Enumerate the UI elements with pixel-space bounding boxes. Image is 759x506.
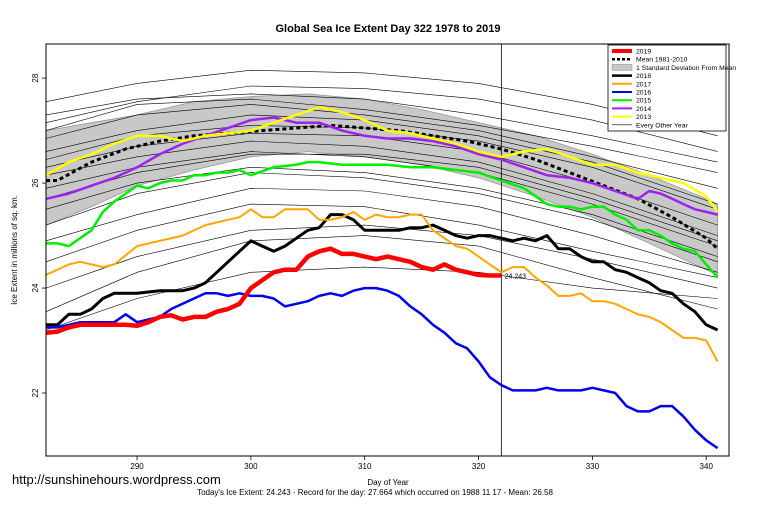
- legend-swatch: [611, 64, 633, 71]
- y-tick-label: 24: [31, 283, 40, 292]
- chart-title: Global Sea Ice Extent Day 322 1978 to 20…: [275, 23, 500, 35]
- other-year-line-15: [45, 203, 718, 278]
- x-tick-label: 330: [586, 462, 600, 471]
- other-year-line-13: [45, 172, 718, 263]
- x-axis-label: Day of Year: [367, 478, 409, 487]
- x-tick-label: 320: [472, 462, 486, 471]
- other-year-line-1: [45, 69, 718, 137]
- series-line-2015: [46, 160, 719, 279]
- other-year-line-16: [45, 224, 718, 289]
- legend-label: 2019: [636, 49, 651, 56]
- other-year-line-14: [45, 187, 718, 273]
- legend-label: 2014: [636, 106, 651, 113]
- legend-label: 2018: [636, 73, 651, 80]
- other-year-line-18: [45, 266, 718, 331]
- x-tick-label: 340: [700, 462, 714, 471]
- y-tick-label: 26: [31, 178, 40, 187]
- watermark-url: http://sunshinehours.wordpress.com: [12, 472, 221, 487]
- other-year-line-11: [45, 153, 718, 242]
- legend-label: 2017: [636, 81, 651, 88]
- plot-area: 24.243: [45, 44, 719, 456]
- y-tick-label: 22: [31, 388, 40, 397]
- y-axis: 22 24 26 28: [31, 73, 46, 397]
- plot-frame: [45, 43, 730, 457]
- x-tick-label: 300: [244, 462, 258, 471]
- series-line-2019: [45, 246, 502, 335]
- other-year-line-3: [45, 85, 718, 152]
- y-axis-label: Ice Extent in millions of sq. km.: [10, 195, 19, 305]
- other-year-line-2: [45, 93, 718, 163]
- series-line-2013: [45, 105, 719, 213]
- y-tick-label: 28: [31, 73, 40, 82]
- current-value-annotation: 24.243: [505, 273, 527, 280]
- x-axis: 290 300 310 320 330 340: [130, 456, 713, 471]
- x-tick-label: 290: [130, 462, 144, 471]
- series-line-2018: [46, 213, 719, 332]
- legend-label: Mean 1981-2010: [636, 57, 688, 64]
- other-year-line-12: [45, 166, 718, 257]
- legend-label: 2015: [636, 98, 651, 105]
- other-year-line-4: [45, 98, 718, 173]
- legend-label: 2016: [636, 90, 651, 97]
- legend-label: 1 Standard Deviation From Mean: [636, 65, 736, 72]
- other-year-line-17: [45, 235, 718, 312]
- other-year-line-9: [45, 140, 718, 236]
- series-line-2017: [45, 208, 719, 362]
- x-tick-label: 310: [358, 462, 372, 471]
- legend-label: 2013: [636, 114, 651, 121]
- std-dev-band: [45, 93, 718, 276]
- series-line-2014: [45, 116, 718, 216]
- legend-label: Every Other Year: [636, 122, 688, 129]
- footnote: Today's Ice Extent: 24.243 - Record for …: [197, 488, 553, 497]
- other-year-line-5: [45, 104, 718, 189]
